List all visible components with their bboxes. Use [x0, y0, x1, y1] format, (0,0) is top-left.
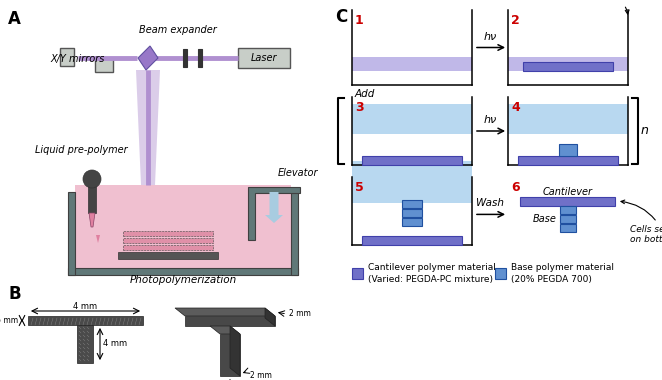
Polygon shape: [175, 308, 275, 316]
Bar: [523, 62, 613, 71]
Bar: [60, 48, 74, 66]
Bar: [75, 185, 291, 268]
Polygon shape: [210, 326, 240, 334]
Text: Beam expander: Beam expander: [139, 25, 217, 35]
Text: C: C: [335, 8, 348, 26]
Text: Laser: Laser: [251, 53, 277, 63]
Polygon shape: [248, 187, 300, 240]
Bar: [518, 156, 618, 165]
Text: Base: Base: [533, 214, 557, 224]
Text: Elevator: Elevator: [278, 168, 318, 178]
Bar: [508, 57, 628, 71]
Bar: [362, 156, 462, 165]
Text: 4 mm: 4 mm: [73, 302, 97, 311]
Text: Wash: Wash: [597, 0, 629, 14]
Bar: [95, 58, 113, 72]
Polygon shape: [220, 334, 240, 376]
Bar: [28, 316, 143, 325]
Text: 0.45 mm: 0.45 mm: [0, 316, 18, 325]
Bar: [560, 206, 576, 214]
Text: Base polymer material
(20% PEGDA 700): Base polymer material (20% PEGDA 700): [511, 263, 614, 283]
Bar: [77, 325, 93, 363]
Text: 2 mm: 2 mm: [289, 309, 311, 318]
Text: 2: 2: [511, 14, 520, 27]
Bar: [123, 245, 213, 250]
Bar: [559, 144, 577, 156]
Text: B: B: [8, 285, 21, 303]
Bar: [123, 231, 213, 236]
Bar: [183, 49, 187, 67]
Text: n: n: [641, 125, 649, 138]
Polygon shape: [89, 213, 95, 227]
Text: Cells seeded
on bottom side: Cells seeded on bottom side: [621, 200, 662, 244]
Bar: [495, 268, 506, 279]
Polygon shape: [88, 185, 96, 213]
Text: 6: 6: [511, 181, 520, 194]
Text: Cantilever polymer material
(Varied: PEGDA-PC mixture): Cantilever polymer material (Varied: PEG…: [368, 263, 496, 283]
Bar: [352, 57, 472, 71]
Bar: [123, 238, 213, 243]
Bar: [68, 268, 298, 275]
Bar: [402, 218, 422, 226]
Bar: [362, 236, 462, 245]
Bar: [352, 268, 363, 279]
Bar: [352, 161, 472, 203]
Text: X/Y mirrors: X/Y mirrors: [50, 54, 105, 64]
Polygon shape: [230, 326, 240, 376]
Text: 4 mm: 4 mm: [103, 339, 127, 348]
Bar: [238, 48, 290, 68]
Bar: [118, 252, 218, 259]
Polygon shape: [185, 316, 275, 326]
Text: Cantilever: Cantilever: [543, 187, 593, 197]
Bar: [402, 200, 422, 208]
Bar: [508, 104, 628, 135]
FancyArrow shape: [265, 192, 283, 223]
Text: 1: 1: [355, 14, 363, 27]
Text: A: A: [8, 10, 21, 28]
Text: Liquid pre-polymer: Liquid pre-polymer: [35, 145, 128, 155]
Polygon shape: [138, 46, 158, 70]
Polygon shape: [265, 308, 275, 326]
Bar: [402, 209, 422, 217]
Bar: [291, 192, 298, 275]
Text: hν: hν: [483, 115, 496, 125]
Circle shape: [83, 170, 101, 188]
Text: 5: 5: [355, 181, 363, 194]
Text: 4: 4: [511, 101, 520, 114]
Polygon shape: [96, 235, 100, 243]
Text: Photopolymerization: Photopolymerization: [129, 275, 236, 285]
Bar: [352, 104, 472, 135]
Bar: [560, 215, 576, 223]
Text: hν: hν: [483, 32, 496, 41]
Bar: [198, 49, 202, 67]
Polygon shape: [136, 70, 160, 185]
Text: 3: 3: [355, 101, 363, 114]
Bar: [560, 224, 576, 232]
Text: Add: Add: [355, 89, 375, 99]
Text: 2 mm: 2 mm: [250, 371, 272, 380]
Text: Wash: Wash: [476, 198, 504, 208]
Bar: [520, 197, 615, 206]
Bar: [68, 192, 75, 275]
